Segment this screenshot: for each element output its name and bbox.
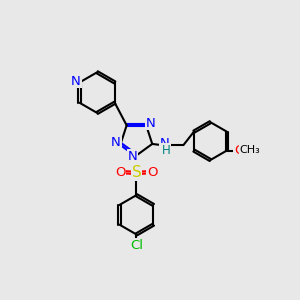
Text: N: N [160, 137, 170, 150]
Text: N: N [111, 136, 121, 149]
Text: N: N [128, 150, 137, 163]
Text: O: O [115, 166, 126, 179]
Text: N: N [146, 116, 155, 130]
Text: S: S [132, 165, 141, 180]
Text: Cl: Cl [130, 238, 143, 252]
Text: O: O [147, 166, 158, 179]
Text: O: O [234, 144, 244, 157]
Text: CH₃: CH₃ [239, 145, 260, 155]
Text: N: N [71, 75, 81, 88]
Text: H: H [162, 144, 170, 157]
